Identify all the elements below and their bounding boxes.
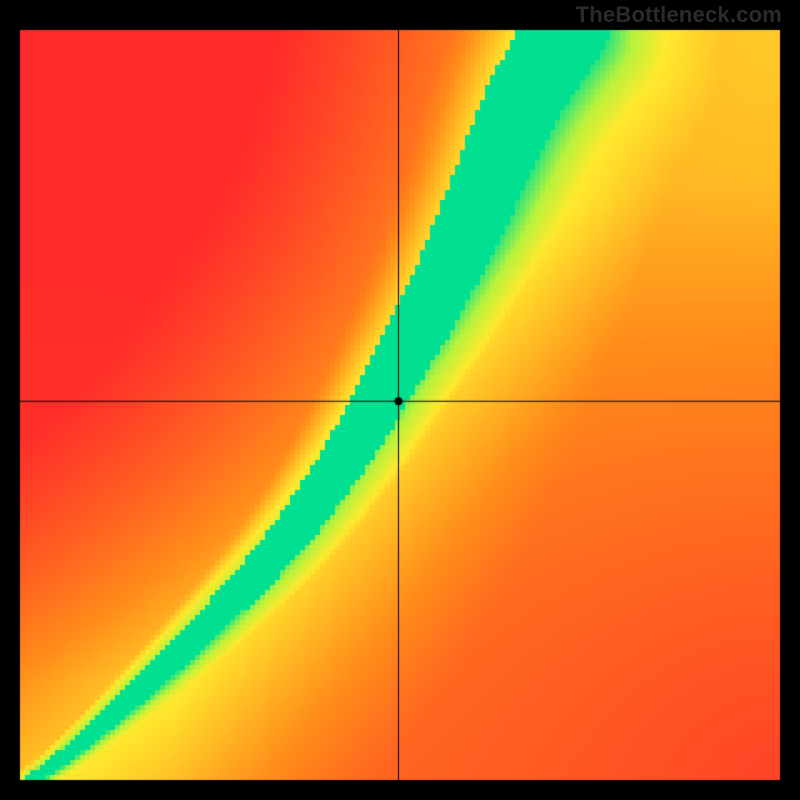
watermark-text: TheBottleneck.com (576, 2, 782, 28)
chart-container: TheBottleneck.com (0, 0, 800, 800)
heatmap-canvas (0, 0, 800, 800)
